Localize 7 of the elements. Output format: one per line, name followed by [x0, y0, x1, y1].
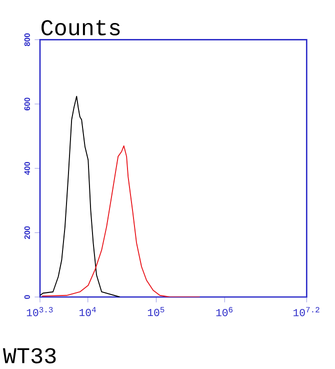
x-tick-label: 10$^{4}$: [80, 307, 96, 316]
x-tick-label: 10$^{3.3}$: [26, 307, 53, 316]
x-axis-title: WT33: [2, 348, 56, 364]
chart-title: Counts: [42, 20, 120, 36]
x-tick-label: 10$^{7.2}$: [294, 307, 320, 316]
x-tick-label: 10$^{5}$: [148, 307, 164, 316]
x-tick-label: 10$^{6}$: [216, 307, 233, 316]
